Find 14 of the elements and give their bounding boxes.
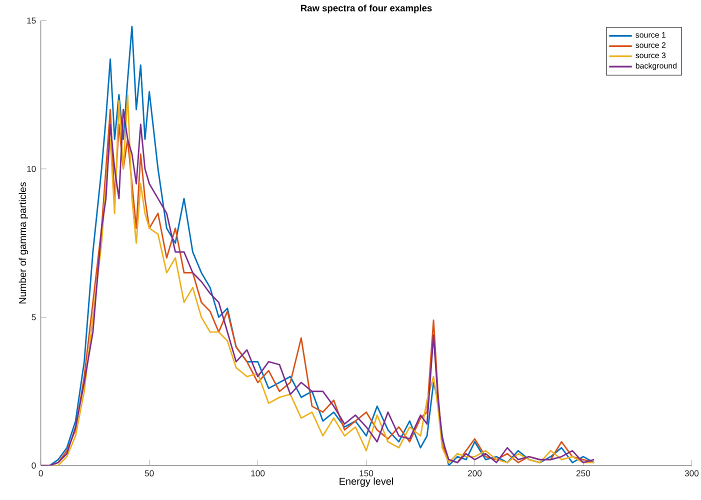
x-tick-label: 250 (576, 470, 590, 476)
y-axis-title: Number of gamma particles (18, 182, 28, 304)
x-tick-label: 150 (360, 470, 374, 476)
chart-title: Raw spectra of four examples (301, 4, 432, 14)
x-tick-label: 200 (468, 470, 482, 476)
x-axis-title: Energy level (340, 477, 393, 487)
x-tick-label: 0 (38, 470, 43, 476)
y-tick-label: 10 (27, 166, 36, 172)
y-tick-label: 0 (32, 462, 36, 469)
y-tick-label: 15 (27, 18, 36, 24)
x-tick-label: 300 (684, 470, 699, 476)
x-tick-label: 50 (144, 470, 154, 476)
x-tick-label: 100 (251, 470, 265, 476)
y-tick-label: 5 (32, 314, 36, 320)
